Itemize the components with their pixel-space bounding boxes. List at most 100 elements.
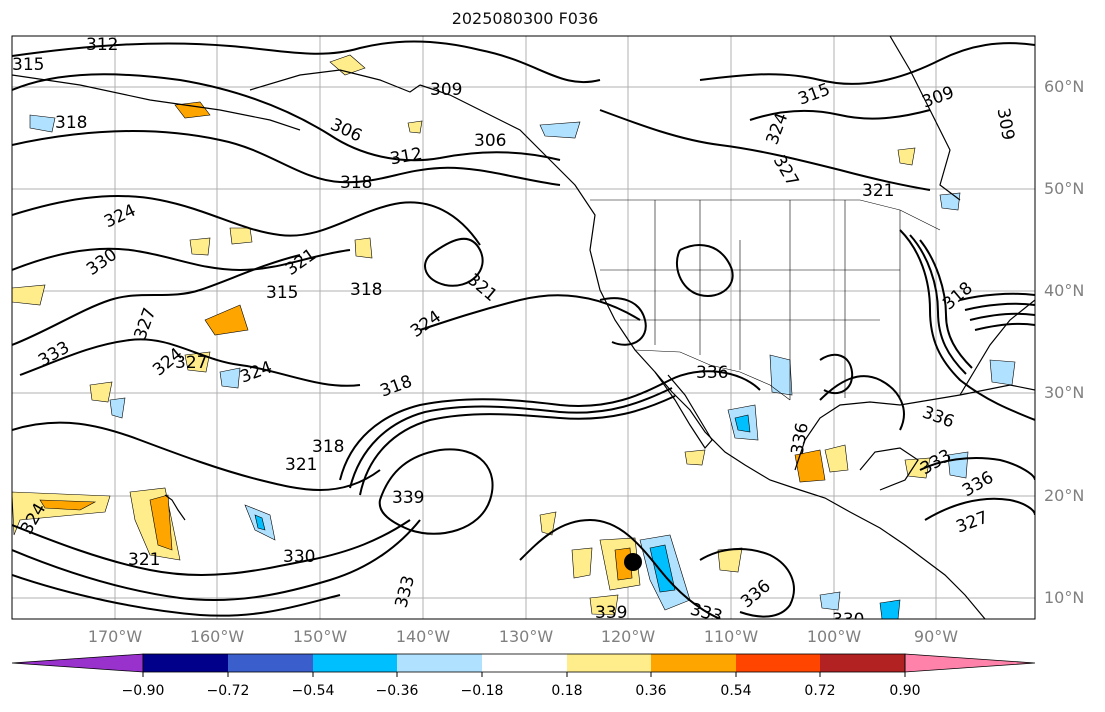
positive-shade-region	[354, 237, 373, 259]
contour-label: 318	[350, 280, 382, 300]
colorbar-tick-label: −0.18	[460, 683, 504, 699]
contour-label: 318	[340, 173, 372, 193]
contour-line	[12, 40, 601, 84]
latitude-tick-label: 60°N	[1044, 77, 1085, 96]
contour-label: 309	[430, 80, 462, 100]
latitude-tick-label: 50°N	[1044, 179, 1085, 198]
gulf-coast	[794, 384, 1035, 471]
contour-label: 330	[832, 610, 864, 630]
colorbar-segment	[482, 654, 567, 672]
negative-shade-region	[769, 354, 793, 396]
contour-label: 339	[595, 603, 627, 623]
colorbar-segment	[651, 654, 736, 672]
contour-label: 318	[312, 437, 344, 457]
positive-shade-region	[39, 499, 97, 511]
contour-line	[12, 519, 411, 577]
negative-shade-region	[989, 359, 1016, 386]
aleutians	[12, 74, 301, 131]
contour-line	[519, 518, 721, 619]
positive-shade-region	[174, 101, 211, 119]
positive-shade-region	[149, 494, 173, 551]
positive-shade-region	[904, 457, 931, 479]
positive-shade-region	[204, 304, 249, 336]
longitude-tick-label: 150°W	[292, 627, 348, 646]
contour-label: 339	[392, 488, 424, 508]
positive-shade-region	[189, 237, 211, 256]
positive-shade-region	[684, 449, 706, 466]
contour-label: 312	[86, 35, 118, 55]
contour-line	[974, 322, 1035, 331]
contour-label: 315	[266, 283, 298, 303]
contour-line	[599, 109, 931, 191]
colorbar-tick-label: 0.54	[720, 683, 752, 699]
negative-shade-region	[539, 121, 581, 139]
negative-shade-region	[939, 192, 961, 211]
colorbar-tick-label: −0.72	[206, 683, 250, 699]
positive-shade-region	[571, 547, 593, 579]
contour-label: 327	[175, 353, 207, 373]
latitude-tick-label: 40°N	[1044, 281, 1085, 300]
contour-line	[349, 387, 673, 489]
colorbar-segment	[820, 654, 905, 672]
negative-shade-region	[254, 514, 266, 531]
latitude-tick-label: 20°N	[1044, 486, 1085, 505]
colorbar-segment	[143, 654, 228, 672]
negative-shade-region	[109, 397, 126, 419]
positive-shade-region	[539, 511, 557, 536]
longitude-tick-label: 160°W	[189, 627, 245, 646]
longitude-tick-label: 140°W	[395, 627, 451, 646]
negative-shade-region	[879, 599, 901, 619]
contour-line	[964, 302, 1035, 311]
colorbar-tick-label: 0.90	[889, 683, 921, 699]
contour-label: 306	[474, 131, 506, 151]
longitude-tick-label: 130°W	[498, 627, 554, 646]
positive-shade-region	[407, 120, 423, 134]
contour-line	[919, 239, 973, 369]
negative-shade-region	[734, 414, 751, 433]
colorbar-tick-label: −0.36	[375, 683, 419, 699]
colorbar-frame	[142, 653, 906, 673]
contour-line	[12, 195, 481, 246]
plot-title: 2025080300 F036	[451, 9, 599, 28]
contour-line	[909, 234, 967, 375]
colorbar-segment	[313, 654, 397, 672]
contour-line	[919, 457, 1035, 481]
contour-label: 321	[862, 181, 894, 201]
contour-label: 321	[285, 455, 317, 475]
yucatan	[859, 447, 919, 491]
contour-line	[12, 129, 561, 186]
contour-line	[924, 497, 1035, 521]
contour-label: 330	[283, 547, 315, 567]
contour-label: 315	[12, 55, 44, 75]
contour-line	[959, 292, 1035, 301]
contour-line	[12, 247, 351, 272]
contour-line	[675, 244, 734, 297]
positive-shade-region	[89, 381, 113, 403]
map-frame	[11, 35, 1036, 620]
colorbar-segment	[567, 654, 651, 672]
colorbar-tick-label: 0.18	[551, 683, 583, 699]
hawaii	[164, 494, 186, 521]
latitude-tick-label: 10°N	[1044, 588, 1085, 607]
colorbar-tick-label: 0.72	[804, 683, 836, 699]
contour-line	[12, 519, 421, 601]
contour-line	[699, 548, 795, 618]
longitude-tick-label: 100°W	[806, 627, 862, 646]
positive-shade-region	[184, 351, 211, 373]
contour-line	[19, 338, 361, 387]
longitude-tick-label: 90°W	[913, 627, 959, 646]
contour-line	[819, 375, 905, 431]
contour-line	[819, 353, 854, 395]
contour-line	[419, 294, 641, 331]
contour-line	[378, 448, 494, 535]
colorbar-segment	[397, 654, 482, 672]
positive-shade-region	[12, 284, 46, 306]
colorbar-tick-label: 0.36	[635, 683, 667, 699]
colorbar-tick-label: −0.90	[121, 683, 165, 699]
negative-shade-region	[219, 367, 241, 389]
contour-line	[339, 370, 761, 481]
colorbar-low-extension	[11, 653, 144, 673]
contour-label: 321	[128, 550, 160, 570]
contour-line	[424, 237, 484, 287]
contour-line	[359, 395, 676, 496]
